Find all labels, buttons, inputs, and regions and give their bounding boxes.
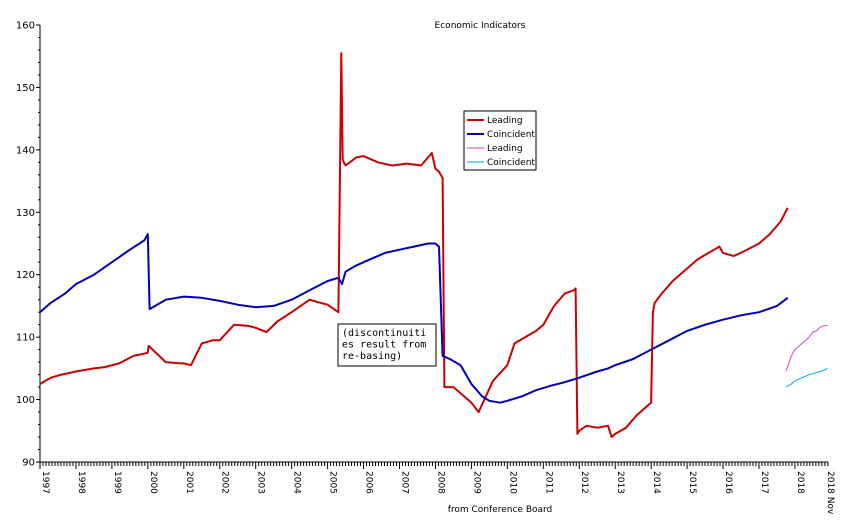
x-tick-label: 1998: [76, 471, 86, 494]
x-tick-label: 2007: [399, 471, 409, 494]
y-axis: 90 100 110 120 130 140 150 160: [16, 21, 40, 469]
x-tick-label: 2013: [615, 471, 625, 494]
x-tick-label: 2009: [471, 471, 481, 494]
x-tick-label: 2017: [759, 471, 769, 494]
x-axis-label: from Conference Board: [448, 505, 553, 515]
x-tick-label: 2002: [220, 471, 230, 494]
legend-label: Leading: [487, 116, 523, 126]
y-tick-label: 110: [16, 333, 35, 344]
x-tick-label: 2010: [507, 471, 517, 494]
x-tick-label: 1997: [40, 471, 50, 494]
legend: Leading Coincident Leading Coincident: [463, 110, 537, 171]
x-tick-label: 2006: [364, 471, 374, 494]
y-tick-label: 160: [16, 21, 35, 32]
series-layer: [39, 52, 828, 438]
legend-label: Coincident: [487, 158, 535, 168]
annotation-rect: [337, 323, 437, 367]
x-tick-label: 2000: [148, 471, 158, 494]
x-tick-label: 2012: [579, 471, 589, 494]
legend-label: Leading: [487, 144, 523, 154]
series-line-0: [39, 52, 789, 438]
series-line-1: [39, 233, 789, 404]
x-tick-label: 1999: [112, 471, 122, 494]
x-tick-label: 2004: [292, 471, 302, 494]
x-tick-label: 2005: [328, 471, 338, 494]
legend-label: Coincident: [487, 130, 535, 140]
y-tick-label: 150: [16, 83, 35, 94]
y-tick-label: 140: [16, 145, 35, 156]
chart-title: Economic Indicators: [435, 21, 526, 31]
series-line-2: [785, 324, 828, 372]
annotation-line: es result from: [342, 340, 426, 351]
y-tick-label: 120: [16, 270, 35, 281]
series-line-3: [785, 367, 828, 388]
x-axis: 1997 1998 1999 2000 2001 2002 2003 2004 2005 2006…: [39, 462, 835, 515]
x-tick-label: 2015: [687, 471, 697, 494]
y-tick-label: 90: [22, 458, 35, 469]
x-tick-label: 2011: [543, 471, 553, 494]
y-tick-label: 130: [16, 208, 35, 219]
annotation-line: re-basing): [342, 351, 402, 362]
x-tick-label: 2018 Nov: [825, 471, 835, 515]
x-tick-label: 2018: [795, 471, 805, 494]
x-tick-label: 2003: [256, 471, 266, 494]
x-tick-label: 2016: [723, 471, 733, 494]
x-tick-label: 2001: [184, 471, 194, 494]
annotation-line: (discontinuiti: [342, 328, 426, 339]
x-tick-label: 2008: [435, 471, 445, 494]
y-tick-label: 100: [16, 395, 35, 406]
x-tick-label: 2014: [651, 471, 661, 494]
